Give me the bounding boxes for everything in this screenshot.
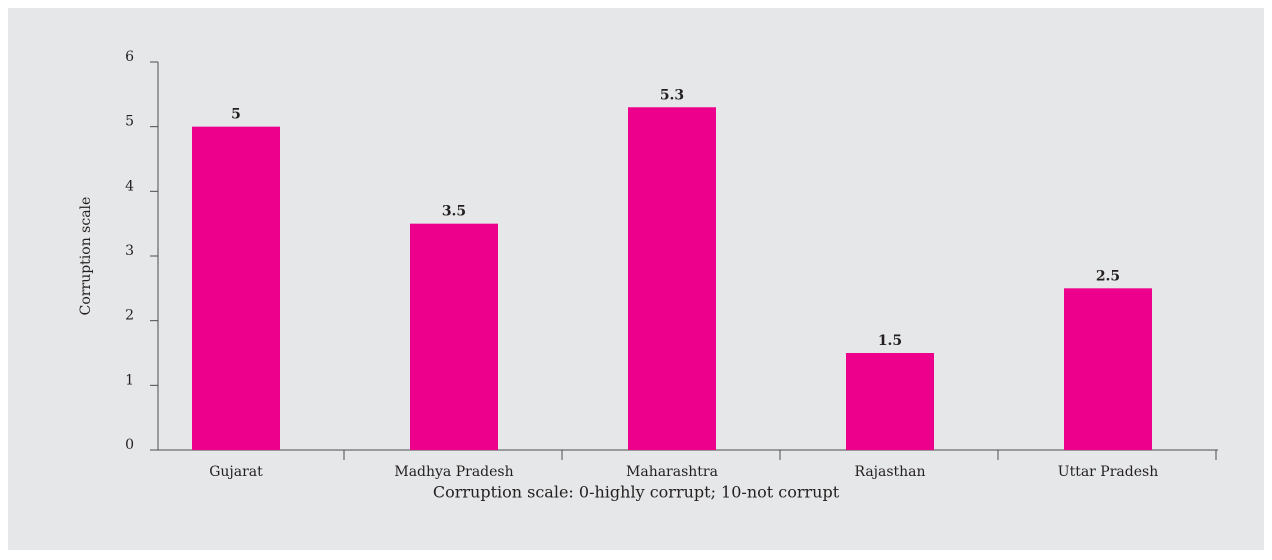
data-label: 2.5 xyxy=(1096,268,1120,284)
x-tick-label: Uttar Pradesh xyxy=(1058,464,1158,480)
x-tick-label: Maharashtra xyxy=(626,464,718,480)
x-tick-label: Rajasthan xyxy=(854,464,925,480)
data-label: 1.5 xyxy=(878,333,902,349)
y-tick-label: 5 xyxy=(125,114,134,130)
y-tick-label: 2 xyxy=(125,308,134,324)
y-tick-label: 0 xyxy=(125,437,134,453)
y-tick-label: 3 xyxy=(125,243,134,259)
y-axis-label: Corruption scale xyxy=(78,197,94,316)
y-tick-label: 1 xyxy=(125,372,134,388)
bar xyxy=(628,107,716,451)
y-tick-label: 6 xyxy=(125,49,134,65)
bar xyxy=(1064,288,1152,450)
y-tick-label: 4 xyxy=(125,178,134,194)
x-tick-label: Madhya Pradesh xyxy=(394,464,513,480)
data-label: 5.3 xyxy=(660,87,684,103)
x-axis-label: Corruption scale: 0-highly corrupt; 10-n… xyxy=(433,483,840,502)
x-tick-label: Gujarat xyxy=(209,464,263,480)
bar xyxy=(410,223,498,450)
data-label: 5 xyxy=(231,107,241,123)
bar xyxy=(192,126,280,451)
bar xyxy=(846,353,934,450)
data-label: 3.5 xyxy=(442,204,466,220)
